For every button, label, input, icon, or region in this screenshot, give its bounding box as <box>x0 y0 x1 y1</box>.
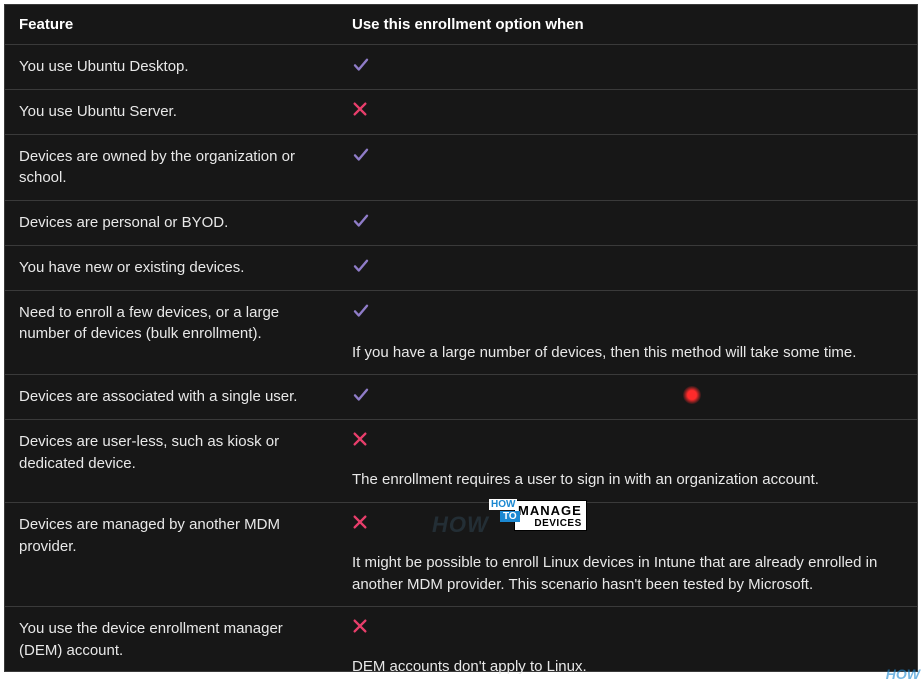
cross-icon <box>352 514 903 530</box>
check-icon <box>352 386 903 404</box>
option-note: If you have a large number of devices, t… <box>352 342 903 364</box>
feature-cell: You use Ubuntu Server. <box>5 89 338 134</box>
option-cell <box>338 201 917 246</box>
col-header-option: Use this enrollment option when <box>338 5 917 45</box>
check-icon <box>352 146 903 164</box>
feature-cell: Devices are user-less, such as kiosk or … <box>5 420 338 503</box>
check-icon <box>352 56 903 74</box>
table-row: Need to enroll a few devices, or a large… <box>5 290 917 375</box>
option-note: The enrollment requires a user to sign i… <box>352 469 903 491</box>
cross-icon <box>352 618 903 634</box>
option-cell <box>338 375 917 420</box>
option-cell <box>338 89 917 134</box>
table-header-row: Feature Use this enrollment option when <box>5 5 917 45</box>
option-note: It might be possible to enroll Linux dev… <box>352 552 903 596</box>
feature-cell: Devices are owned by the organization or… <box>5 134 338 201</box>
table-row: Devices are personal or BYOD. <box>5 201 917 246</box>
feature-cell: Need to enroll a few devices, or a large… <box>5 290 338 375</box>
table-row: Devices are managed by another MDM provi… <box>5 502 917 607</box>
cross-icon <box>352 431 903 447</box>
table-row: Devices are owned by the organization or… <box>5 134 917 201</box>
feature-cell: You use the device enrollment manager (D… <box>5 607 338 684</box>
page-root: Feature Use this enrollment option when … <box>0 0 922 684</box>
enrollment-table: Feature Use this enrollment option when … <box>5 5 917 684</box>
feature-cell: Devices are managed by another MDM provi… <box>5 502 338 607</box>
option-cell: DEM accounts don't apply to Linux. <box>338 607 917 684</box>
option-cell <box>338 134 917 201</box>
table-body: You use Ubuntu Desktop.You use Ubuntu Se… <box>5 45 917 684</box>
feature-cell: Devices are personal or BYOD. <box>5 201 338 246</box>
option-cell: The enrollment requires a user to sign i… <box>338 420 917 503</box>
enrollment-table-container: Feature Use this enrollment option when … <box>4 4 918 672</box>
col-header-feature: Feature <box>5 5 338 45</box>
option-cell: If you have a large number of devices, t… <box>338 290 917 375</box>
check-icon <box>352 257 903 275</box>
table-row: You use Ubuntu Server. <box>5 89 917 134</box>
feature-cell: You use Ubuntu Desktop. <box>5 45 338 90</box>
check-icon <box>352 212 903 230</box>
feature-cell: Devices are associated with a single use… <box>5 375 338 420</box>
option-cell <box>338 45 917 90</box>
table-row: You use Ubuntu Desktop. <box>5 45 917 90</box>
option-cell: It might be possible to enroll Linux dev… <box>338 502 917 607</box>
feature-cell: You have new or existing devices. <box>5 245 338 290</box>
table-row: You have new or existing devices. <box>5 245 917 290</box>
option-cell <box>338 245 917 290</box>
table-row: Devices are associated with a single use… <box>5 375 917 420</box>
option-note: DEM accounts don't apply to Linux. <box>352 656 903 678</box>
cross-icon <box>352 101 903 117</box>
check-icon <box>352 302 903 320</box>
table-row: You use the device enrollment manager (D… <box>5 607 917 684</box>
table-row: Devices are user-less, such as kiosk or … <box>5 420 917 503</box>
